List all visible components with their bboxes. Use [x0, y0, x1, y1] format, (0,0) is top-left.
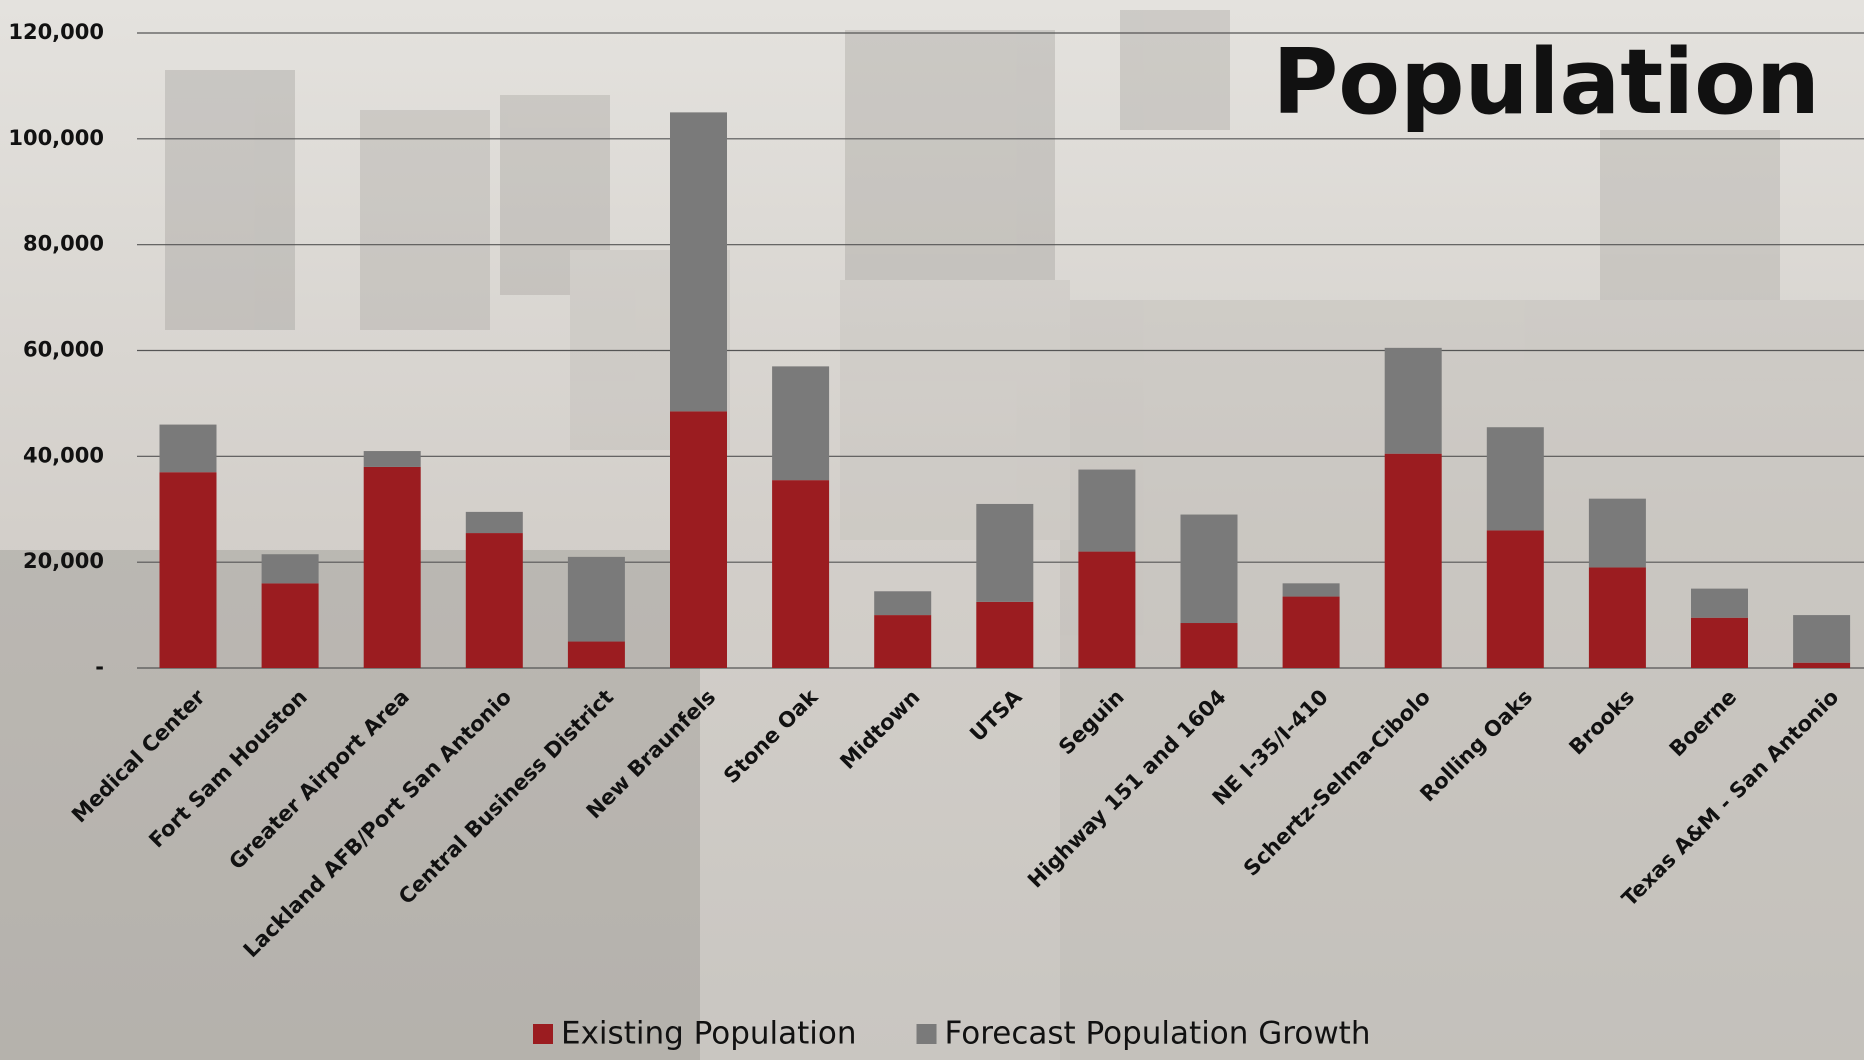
bar-segment [1487, 530, 1544, 668]
bar-segment [1487, 427, 1544, 530]
bar-segment [1589, 499, 1646, 568]
bar-segment [1283, 597, 1340, 668]
bar-segment [1793, 663, 1850, 668]
bar-segment [1589, 567, 1646, 668]
y-tick-label: 100,000 [8, 126, 104, 150]
y-tick-label: - [95, 655, 104, 679]
bar-segment [1078, 552, 1135, 668]
chart-title: Population [1272, 30, 1820, 135]
bar-segment [160, 472, 217, 668]
bar-segment [466, 533, 523, 668]
y-tick-label: 80,000 [23, 232, 104, 256]
bar-segment [1078, 470, 1135, 552]
bar-segment [1181, 515, 1238, 623]
bar-segment [976, 504, 1033, 602]
bar-segment [772, 366, 829, 480]
legend-swatch [533, 1024, 553, 1044]
bar-segment [1385, 454, 1442, 668]
bar-segment [976, 602, 1033, 668]
bar-segment [1181, 623, 1238, 668]
legend-swatch [917, 1024, 937, 1044]
bar-segment [262, 554, 319, 583]
y-tick-label: 40,000 [23, 443, 104, 467]
bar-segment [874, 591, 931, 615]
bar-segment [364, 467, 421, 668]
bar-segment [1691, 589, 1748, 618]
bar-segment [160, 425, 217, 473]
bar-segment [364, 451, 421, 467]
bar-segment [568, 642, 625, 668]
bar-segment [1385, 348, 1442, 454]
bar-segment [670, 411, 727, 668]
y-tick-label: 120,000 [8, 20, 104, 44]
bar-segment [466, 512, 523, 533]
bar-segment [874, 615, 931, 668]
legend-label: Forecast Population Growth [945, 1016, 1371, 1052]
bar-segment [1691, 618, 1748, 668]
bar-segment [1283, 583, 1340, 596]
bar-segment [262, 583, 319, 668]
bar-segment [1793, 615, 1850, 663]
legend-label: Existing Population [561, 1016, 857, 1052]
bar-segment [568, 557, 625, 642]
chart: Population - 20,000 40,000 60,000 80,000 100,… [0, 0, 1864, 1060]
bar-segment [670, 112, 727, 411]
bar-segment [772, 480, 829, 668]
y-tick-label: 60,000 [23, 338, 104, 362]
y-tick-label: 20,000 [23, 549, 104, 573]
